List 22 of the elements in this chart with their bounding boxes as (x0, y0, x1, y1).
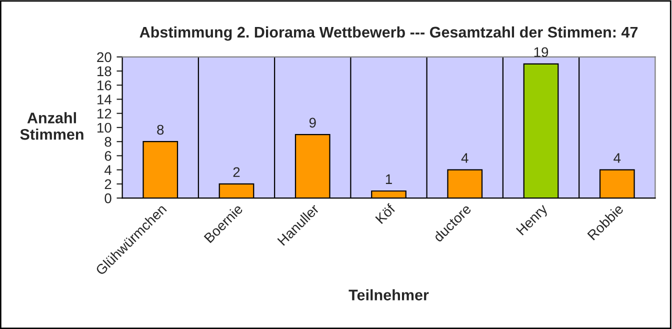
y-tick-label: 4 (104, 165, 112, 175)
y-tick-label: 18 (98, 66, 112, 76)
data-label: 1 (386, 174, 392, 184)
data-label: 8 (157, 124, 164, 135)
y-tick-label: 8 (104, 136, 112, 147)
y-tick-label: 0 (104, 193, 112, 204)
data-label: 19 (534, 47, 548, 58)
x-axis-title: Teilnehmer (348, 289, 429, 300)
y-tick-label: 2 (104, 179, 112, 189)
data-label: 9 (309, 118, 316, 128)
y-tick-label: 12 (98, 108, 112, 118)
x-tick-label: Köf (374, 202, 396, 224)
y-tick-label: 6 (104, 151, 112, 161)
chart-title: Abstimmung 2. Diorama Wettbewerb --- Gesamtzahl der Stimmen: 47 (140, 26, 638, 41)
data-label: 4 (614, 153, 621, 163)
data-label: 4 (461, 153, 468, 163)
y-tick-label: 20 (97, 52, 112, 62)
data-label: 2 (233, 167, 240, 177)
y-tick-label: 16 (98, 80, 112, 90)
y-tick-label: 14 (98, 94, 112, 104)
y-tick-label: 10 (98, 122, 112, 133)
y-axis-title: Anzahl Stimmen (20, 112, 84, 140)
